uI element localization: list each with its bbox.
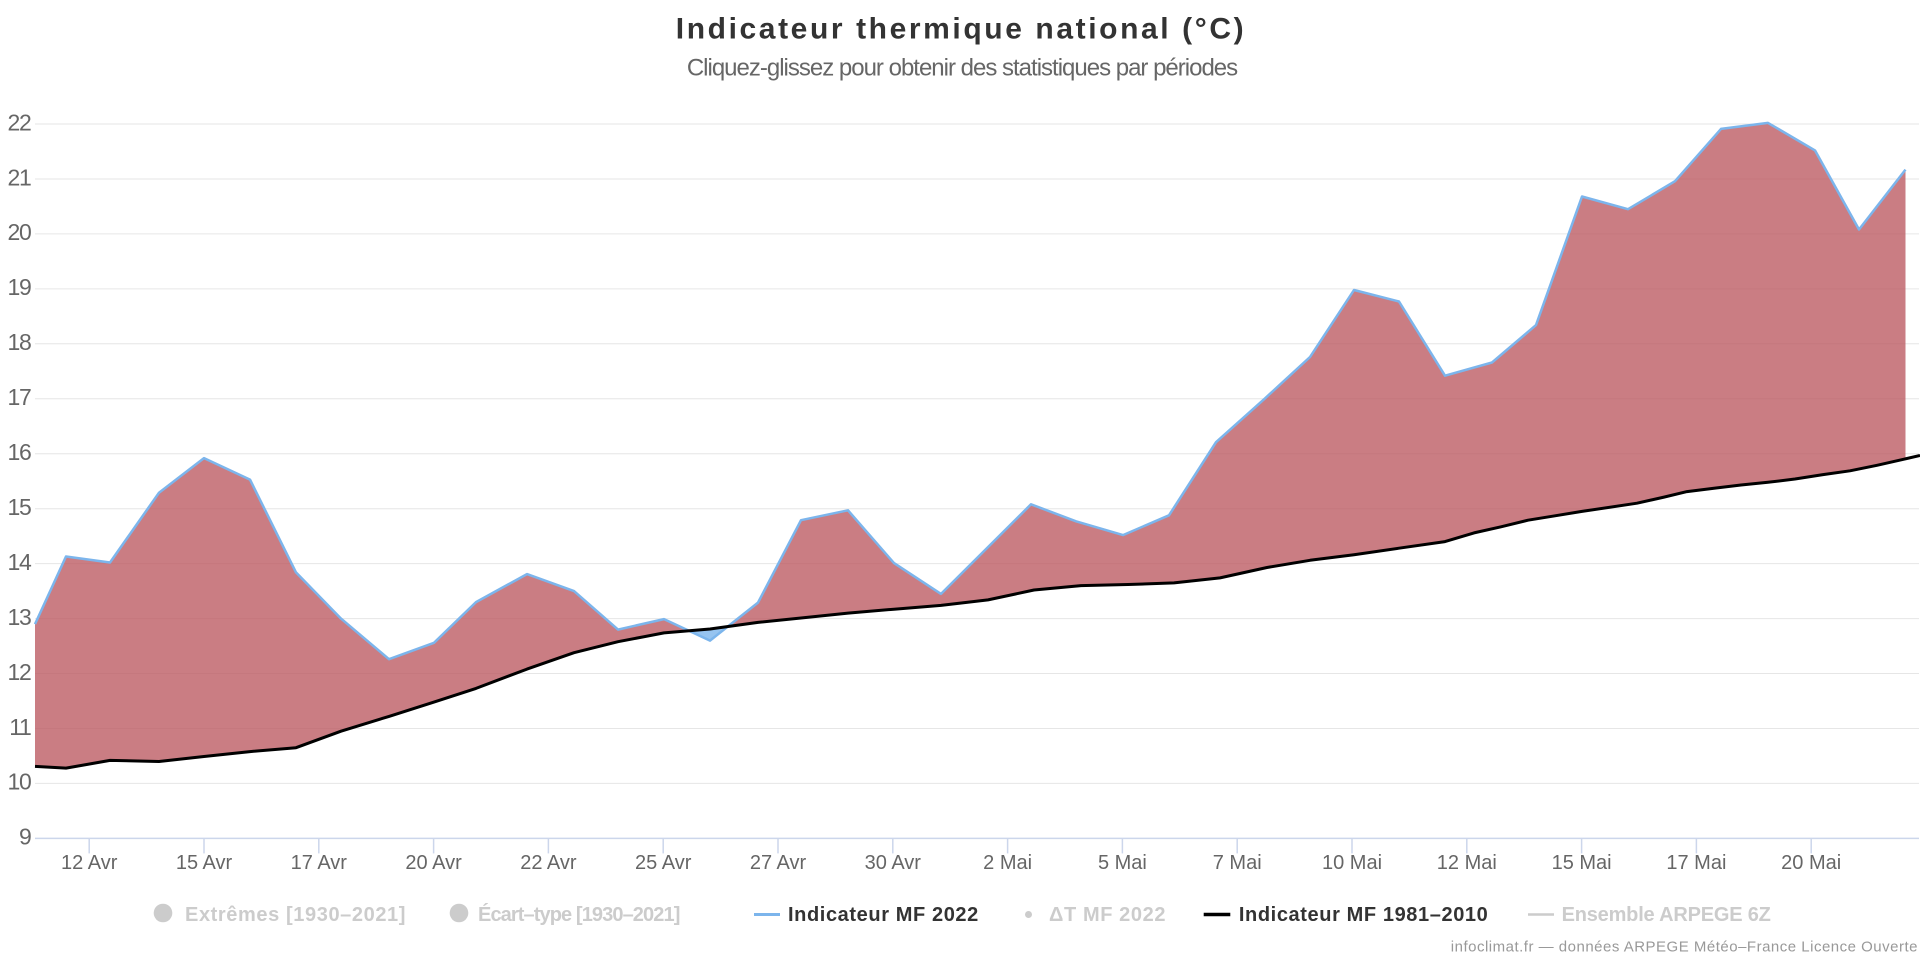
svg-text:5 Mai: 5 Mai xyxy=(1098,852,1147,874)
svg-text:14: 14 xyxy=(8,549,32,575)
svg-text:27 Avr: 27 Avr xyxy=(750,852,807,874)
svg-text:17: 17 xyxy=(8,384,31,410)
svg-text:22 Avr: 22 Avr xyxy=(520,852,577,874)
svg-text:15 Avr: 15 Avr xyxy=(176,852,233,874)
svg-text:20 Avr: 20 Avr xyxy=(405,852,462,874)
svg-text:18: 18 xyxy=(8,329,31,355)
svg-text:7 Mai: 7 Mai xyxy=(1213,852,1262,874)
svg-text:10: 10 xyxy=(8,769,31,795)
svg-text:15 Mai: 15 Mai xyxy=(1552,852,1612,874)
svg-text:17 Avr: 17 Avr xyxy=(291,852,348,874)
svg-text:12 Avr: 12 Avr xyxy=(61,852,118,874)
svg-text:21: 21 xyxy=(8,164,31,190)
svg-text:Cliquez-glissez pour obtenir d: Cliquez-glissez pour obtenir des statist… xyxy=(687,55,1238,82)
svg-text:Écart–type [1930–2021]: Écart–type [1930–2021] xyxy=(478,903,680,926)
svg-text:ΔT MF 2022: ΔT MF 2022 xyxy=(1049,904,1166,926)
svg-text:16: 16 xyxy=(8,439,31,465)
svg-text:Ensemble ARPEGE 6Z: Ensemble ARPEGE 6Z xyxy=(1562,904,1771,926)
svg-text:10 Mai: 10 Mai xyxy=(1322,852,1382,874)
svg-text:Indicateur MF 2022: Indicateur MF 2022 xyxy=(788,904,979,926)
svg-text:Indicateur thermique national: Indicateur thermique national (°C) xyxy=(676,13,1246,46)
svg-text:Indicateur MF 1981–2010: Indicateur MF 1981–2010 xyxy=(1239,904,1488,926)
svg-text:12: 12 xyxy=(8,659,31,685)
svg-text:19: 19 xyxy=(8,274,31,300)
svg-text:12 Mai: 12 Mai xyxy=(1437,852,1497,874)
svg-text:9: 9 xyxy=(19,824,31,850)
svg-text:11: 11 xyxy=(9,714,31,740)
svg-text:13: 13 xyxy=(8,604,31,630)
svg-text:20 Mai: 20 Mai xyxy=(1781,852,1841,874)
svg-text:30 Avr: 30 Avr xyxy=(865,852,922,874)
svg-text:22: 22 xyxy=(8,109,31,135)
svg-text:15: 15 xyxy=(8,494,31,520)
svg-text:17 Mai: 17 Mai xyxy=(1666,852,1726,874)
svg-text:2 Mai: 2 Mai xyxy=(983,852,1032,874)
svg-text:infoclimat.fr — données ARPEGE: infoclimat.fr — données ARPEGE Météo–Fra… xyxy=(1451,939,1918,956)
svg-text:20: 20 xyxy=(8,219,31,245)
svg-text:Extrêmes [1930–2021]: Extrêmes [1930–2021] xyxy=(185,904,406,926)
svg-text:25 Avr: 25 Avr xyxy=(635,852,692,874)
